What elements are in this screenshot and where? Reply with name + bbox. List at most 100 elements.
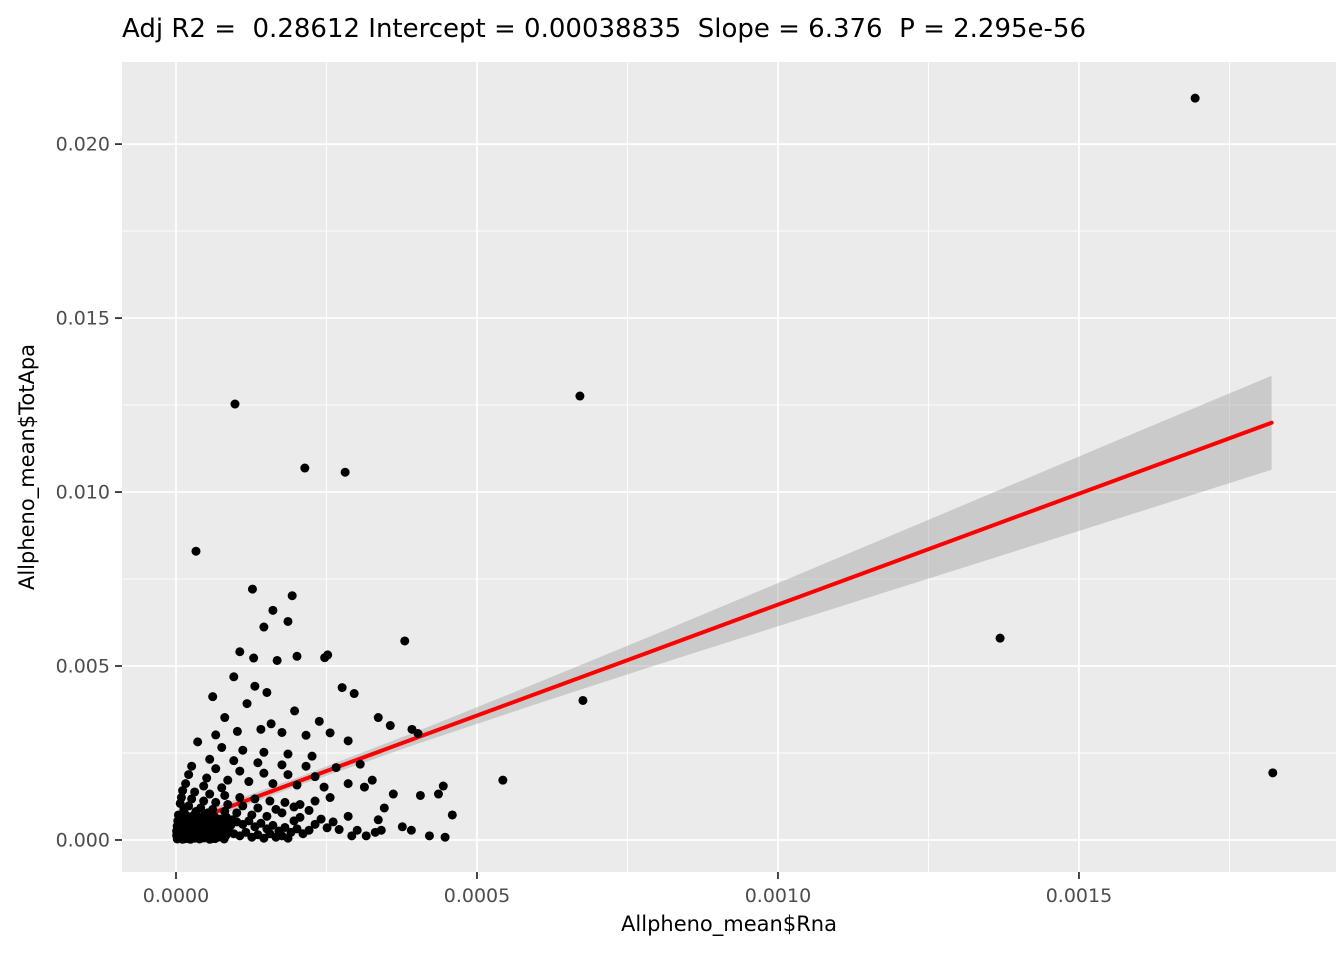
y-tick-label: 0.020	[56, 134, 110, 156]
data-point	[498, 775, 508, 785]
data-point	[283, 616, 293, 626]
plot-title: Adj R2 = 0.28612 Intercept = 0.00038835 …	[122, 14, 1087, 44]
data-point	[320, 653, 330, 663]
data-point	[232, 808, 242, 818]
regression-line	[173, 420, 1274, 829]
x-tick-label: 0.0000	[143, 885, 209, 907]
data-point	[337, 683, 347, 693]
data-point	[316, 814, 326, 824]
data-point	[367, 775, 377, 785]
data-point	[262, 687, 272, 697]
data-point	[349, 689, 359, 699]
data-point	[272, 655, 282, 665]
data-point	[235, 766, 245, 776]
data-point	[211, 764, 221, 774]
data-point	[277, 808, 287, 818]
data-point	[242, 699, 252, 709]
data-point	[262, 811, 272, 821]
data-point	[223, 800, 233, 809]
data-point	[433, 789, 443, 799]
data-point	[250, 681, 260, 691]
data-point	[193, 737, 203, 747]
data-point	[205, 789, 215, 799]
data-point	[181, 779, 191, 789]
data-point	[250, 794, 260, 804]
data-point	[301, 730, 311, 740]
data-point	[235, 793, 245, 803]
data-point	[292, 651, 302, 661]
data-point	[208, 692, 218, 702]
data-point	[1190, 93, 1200, 103]
data-point	[241, 827, 251, 837]
y-tick-label: 0.010	[56, 482, 110, 504]
data-point	[268, 820, 278, 830]
data-point	[319, 782, 329, 792]
data-point	[310, 819, 320, 829]
data-point	[301, 761, 311, 771]
data-point	[578, 695, 588, 705]
data-point	[415, 790, 425, 800]
data-point	[575, 391, 585, 401]
data-point	[210, 834, 220, 844]
data-point	[220, 713, 230, 723]
data-point	[244, 816, 254, 826]
y-tick-label: 0.005	[56, 656, 110, 678]
data-point	[229, 756, 239, 766]
data-point	[300, 463, 310, 473]
data-point	[995, 633, 1005, 643]
data-point	[292, 824, 302, 834]
y-tick-label: 0.000	[56, 829, 110, 851]
data-point	[220, 790, 230, 800]
data-point	[447, 810, 457, 820]
data-point	[379, 803, 389, 813]
data-point	[373, 713, 383, 723]
data-point	[373, 815, 383, 825]
data-point	[280, 797, 290, 807]
data-point	[292, 780, 302, 790]
plot-panel	[122, 62, 1336, 872]
x-tick-label: 0.0005	[444, 885, 510, 907]
data-point	[235, 647, 245, 657]
x-tick-label: 0.0010	[745, 885, 811, 907]
data-point	[277, 760, 287, 770]
data-point	[280, 822, 290, 832]
data-point	[289, 802, 299, 812]
data-point	[359, 782, 369, 792]
data-point	[397, 822, 407, 832]
data-point	[184, 770, 194, 780]
data-point	[340, 467, 350, 477]
data-point	[388, 789, 398, 799]
data-point	[322, 823, 332, 833]
data-point	[205, 754, 215, 764]
data-point	[253, 758, 263, 768]
data-point	[199, 796, 209, 806]
data-point	[238, 745, 248, 755]
data-point	[211, 730, 221, 740]
data-point	[187, 794, 197, 804]
data-point	[238, 801, 248, 811]
data-point	[256, 724, 266, 734]
data-point	[230, 399, 240, 409]
data-point	[385, 721, 395, 731]
data-point	[440, 832, 450, 842]
data-point	[266, 719, 276, 729]
data-point	[217, 742, 227, 752]
data-point	[268, 605, 278, 615]
data-point	[265, 796, 275, 806]
data-point	[191, 546, 201, 556]
data-point	[223, 775, 233, 785]
data-point	[287, 591, 297, 601]
data-point	[178, 786, 188, 796]
data-point	[217, 783, 227, 793]
data-point	[325, 728, 335, 738]
data-point	[244, 777, 254, 787]
data-point	[256, 818, 266, 828]
data-point	[249, 653, 259, 663]
x-axis-title: Allpheno_mean$Rna	[621, 912, 837, 936]
data-point	[343, 811, 353, 821]
data-point	[331, 763, 341, 773]
data-point	[283, 749, 293, 759]
data-point	[219, 834, 229, 844]
